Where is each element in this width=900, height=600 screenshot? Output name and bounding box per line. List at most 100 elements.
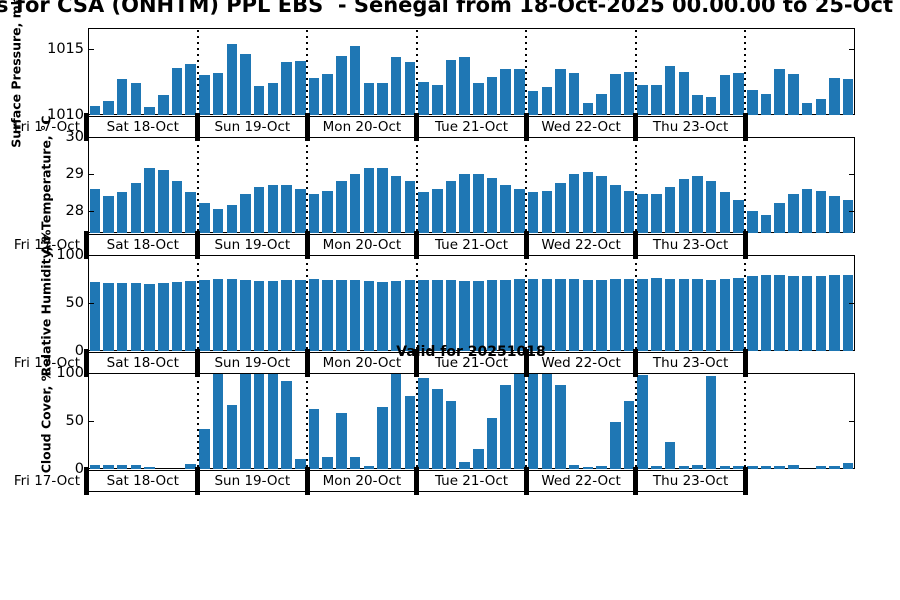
bar <box>555 68 566 115</box>
bar <box>623 71 635 115</box>
bar <box>103 465 114 469</box>
bar <box>363 168 375 233</box>
bar <box>281 280 292 351</box>
axis-start-label: Fri 17-Oct <box>13 355 80 371</box>
bar <box>459 280 470 351</box>
bar <box>267 83 279 115</box>
bar <box>842 199 854 233</box>
bar <box>281 185 292 233</box>
bar <box>829 196 840 233</box>
day-label: Tue 21-Oct <box>434 237 509 253</box>
bar <box>801 276 813 351</box>
bar <box>432 188 443 233</box>
bar <box>692 279 703 351</box>
bar <box>212 72 224 115</box>
bar <box>610 279 621 351</box>
bar <box>363 83 375 115</box>
day-label: Mon 20-Oct <box>322 355 402 371</box>
day-gridline <box>525 30 528 113</box>
bar <box>651 278 662 351</box>
bar <box>349 456 361 469</box>
day-gridline <box>525 257 528 349</box>
bar <box>541 190 553 233</box>
bar <box>747 466 758 469</box>
day-label: Wed 22-Oct <box>541 119 621 135</box>
bar <box>527 373 539 469</box>
day-row-separator <box>742 467 748 495</box>
bar <box>377 281 388 351</box>
bar <box>418 192 429 233</box>
y-tick-mark <box>88 173 94 176</box>
bar <box>267 373 279 469</box>
axis-start-label: Fri 17-Oct <box>13 119 80 135</box>
bar <box>692 95 703 115</box>
day-gridline <box>744 30 747 113</box>
day-gridline <box>306 375 309 467</box>
day-label: Wed 22-Oct <box>541 237 621 253</box>
day-row-separator <box>742 113 748 141</box>
day-label: Sat 18-Oct <box>106 119 179 135</box>
bar <box>199 428 210 469</box>
bar <box>240 373 251 469</box>
bar <box>404 396 416 469</box>
bar <box>486 280 498 351</box>
bar <box>377 168 388 233</box>
bar <box>226 205 238 233</box>
bar <box>582 467 594 469</box>
y-tick-mark <box>88 421 94 423</box>
day-row-separator <box>633 467 639 495</box>
bar <box>678 279 690 351</box>
bar <box>390 57 402 115</box>
bar <box>610 421 621 469</box>
bar <box>377 406 388 469</box>
bar <box>130 183 142 233</box>
bar <box>295 279 306 351</box>
bar <box>171 281 183 351</box>
bar <box>89 188 101 233</box>
day-gridline <box>306 139 309 231</box>
y-tick-mark <box>88 303 94 305</box>
day-gridline <box>415 30 418 113</box>
bar <box>623 190 635 233</box>
bar <box>158 95 169 115</box>
bar <box>842 463 854 469</box>
y-tick-mark <box>88 49 94 51</box>
day-row-separator <box>633 231 639 259</box>
bar <box>185 464 196 469</box>
bar <box>664 186 676 233</box>
bar <box>747 210 758 233</box>
day-row-separator <box>84 231 89 259</box>
day-row-separator <box>523 231 529 259</box>
bar <box>610 185 621 233</box>
day-gridline <box>306 257 309 349</box>
bar <box>445 280 457 351</box>
bar <box>432 389 443 469</box>
bar <box>651 194 662 233</box>
bar <box>473 448 484 469</box>
bar <box>226 279 238 351</box>
bar <box>733 466 744 469</box>
bar <box>240 54 251 115</box>
y-tick-mark <box>849 303 855 305</box>
bar <box>719 75 731 115</box>
day-gridline <box>196 257 199 349</box>
bar <box>336 181 347 233</box>
bar <box>527 279 539 351</box>
valid-for-watermark: Valid for 20251018 <box>396 344 546 360</box>
y-tick-label: 50 <box>65 295 84 311</box>
bar <box>103 196 114 233</box>
day-gridline <box>634 375 637 467</box>
day-row-separator <box>633 113 639 141</box>
bar <box>199 75 210 115</box>
bar <box>801 188 813 233</box>
day-gridline <box>525 139 528 231</box>
bar <box>760 275 772 351</box>
bar <box>568 72 580 115</box>
bar <box>144 467 155 469</box>
y-tick-label: 0 <box>74 343 84 359</box>
y-tick-label: 28 <box>65 202 84 219</box>
bar <box>473 280 484 351</box>
bar <box>705 181 717 233</box>
y-tick-label: 100 <box>56 365 84 381</box>
bar <box>377 83 388 115</box>
